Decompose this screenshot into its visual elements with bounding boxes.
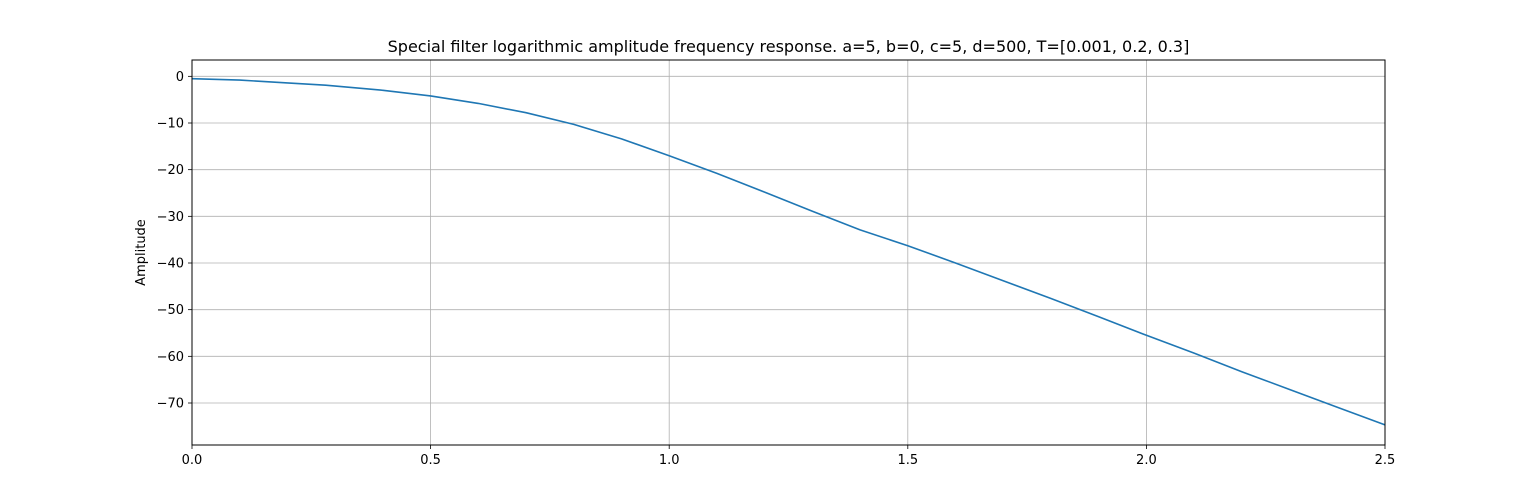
x-tick-label: 0.0 <box>182 453 203 468</box>
x-tick-label: 0.5 <box>420 453 441 468</box>
y-tick-label: −10 <box>157 117 184 132</box>
y-tick-label: −50 <box>157 303 184 318</box>
series-layer <box>191 77 1386 426</box>
plot-frame <box>191 59 1386 446</box>
chart-title: Special filter logarithmic amplitude fre… <box>388 37 1190 56</box>
y-tick-label: −30 <box>157 210 184 225</box>
y-tick-label: 0 <box>176 70 184 85</box>
y-tick-label: −40 <box>157 257 184 272</box>
x-tick-label: 2.0 <box>1136 453 1157 468</box>
x-axis-ticks: 0.0 0.5 1.0 1.5 2.0 2.5 <box>182 445 1396 468</box>
x-tick-label: 2.5 <box>1375 453 1396 468</box>
y-tick-label: −20 <box>157 163 184 178</box>
grid-lines <box>191 60 1386 445</box>
y-axis-ticks: 0 −10 −20 −30 −40 −50 −60 −70 <box>157 70 192 412</box>
y-axis-label: Amplitude <box>134 219 149 286</box>
y-tick-label: −70 <box>157 397 184 412</box>
x-tick-label: 1.0 <box>659 453 680 468</box>
series-line <box>191 77 1386 426</box>
x-tick-label: 1.5 <box>897 453 918 468</box>
y-tick-label: −60 <box>157 350 184 365</box>
